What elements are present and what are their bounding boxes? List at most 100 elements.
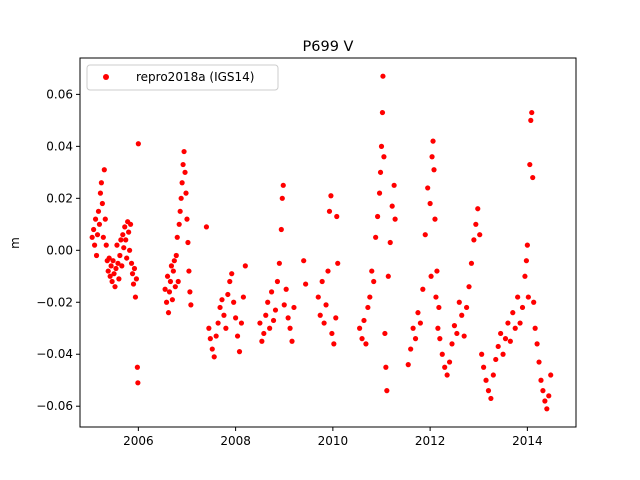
data-point [544, 406, 550, 412]
data-point [546, 393, 552, 399]
data-point [488, 395, 494, 402]
data-point [519, 304, 526, 311]
data-point [531, 299, 537, 305]
data-point [283, 286, 289, 292]
data-point [103, 242, 109, 248]
data-point [163, 299, 170, 305]
data-point [444, 372, 450, 378]
data-point [428, 273, 434, 279]
plot-frame [79, 57, 577, 428]
y-tick-label: −0.06 [36, 399, 73, 413]
data-point [118, 237, 124, 243]
data-point [92, 216, 99, 222]
data-point [380, 73, 386, 79]
data-point [115, 260, 121, 266]
data-point [383, 364, 389, 370]
data-point [536, 359, 542, 365]
data-point [122, 224, 128, 230]
x-tick-label: 2010 [318, 434, 349, 448]
data-point [233, 315, 239, 321]
data-point [291, 304, 297, 311]
data-point [134, 364, 140, 370]
legend: repro2018a (IGS14) [86, 64, 279, 91]
data-point [479, 351, 485, 357]
data-point [382, 330, 388, 337]
data-point [207, 336, 213, 342]
data-point [268, 289, 275, 295]
data-point [180, 161, 186, 168]
y-tick-label: −0.02 [36, 295, 73, 309]
data-point [429, 154, 435, 160]
data-point [363, 341, 369, 347]
data-point [111, 271, 117, 277]
data-point [276, 260, 282, 266]
data-point [329, 330, 335, 337]
data-point [477, 232, 483, 238]
data-point [485, 388, 492, 394]
data-point [234, 333, 241, 339]
data-point [365, 304, 371, 311]
data-point [289, 338, 295, 344]
data-point [317, 312, 323, 318]
data-point [357, 325, 363, 331]
data-point [131, 265, 138, 272]
data-point [261, 330, 267, 337]
data-point [381, 154, 387, 160]
data-point [238, 320, 245, 326]
x-tick-label: 2008 [220, 434, 251, 448]
data-point [525, 294, 531, 300]
data-point [376, 190, 383, 196]
data-point [184, 216, 190, 222]
data-point [377, 169, 384, 175]
data-point [183, 190, 189, 196]
y-axis: −0.06 −0.04 −0.02 0.00 0.02 0.04 0.06 [36, 87, 80, 413]
data-point [420, 286, 426, 292]
data-point [459, 312, 465, 318]
data-point [133, 276, 140, 282]
data-point [490, 372, 496, 378]
data-point [540, 388, 546, 394]
data-point [130, 281, 137, 287]
data-point [274, 278, 281, 285]
data-point [412, 336, 419, 342]
data-point [172, 284, 178, 290]
data-point [225, 291, 231, 298]
data-point [96, 221, 103, 227]
data-point [369, 268, 375, 274]
x-tick-label: 2014 [512, 434, 543, 448]
data-point [127, 221, 134, 227]
data-point [211, 354, 217, 360]
data-point [135, 141, 141, 147]
data-point [379, 109, 386, 116]
data-point [101, 167, 107, 173]
data-point [454, 330, 460, 337]
data-point [523, 258, 530, 264]
data-point [105, 268, 111, 274]
data-point [542, 398, 548, 404]
data-point [177, 208, 183, 214]
data-point [473, 221, 479, 227]
data-point [301, 258, 307, 264]
data-point [229, 271, 235, 277]
data-point [303, 281, 309, 287]
data-point [529, 109, 535, 116]
data-point [236, 349, 243, 355]
data-point [408, 346, 414, 352]
data-point [280, 182, 286, 188]
data-point [99, 200, 105, 207]
data-point [373, 234, 379, 240]
data-point [528, 117, 534, 123]
data-point [430, 138, 436, 144]
data-point [534, 341, 540, 347]
data-point [97, 190, 104, 196]
data-point [91, 226, 97, 233]
data-point [209, 346, 215, 352]
data-point [319, 278, 325, 285]
data-point [427, 200, 433, 207]
data-point [456, 299, 462, 305]
data-point [451, 323, 458, 329]
data-point [279, 195, 285, 201]
data-point [287, 325, 293, 331]
